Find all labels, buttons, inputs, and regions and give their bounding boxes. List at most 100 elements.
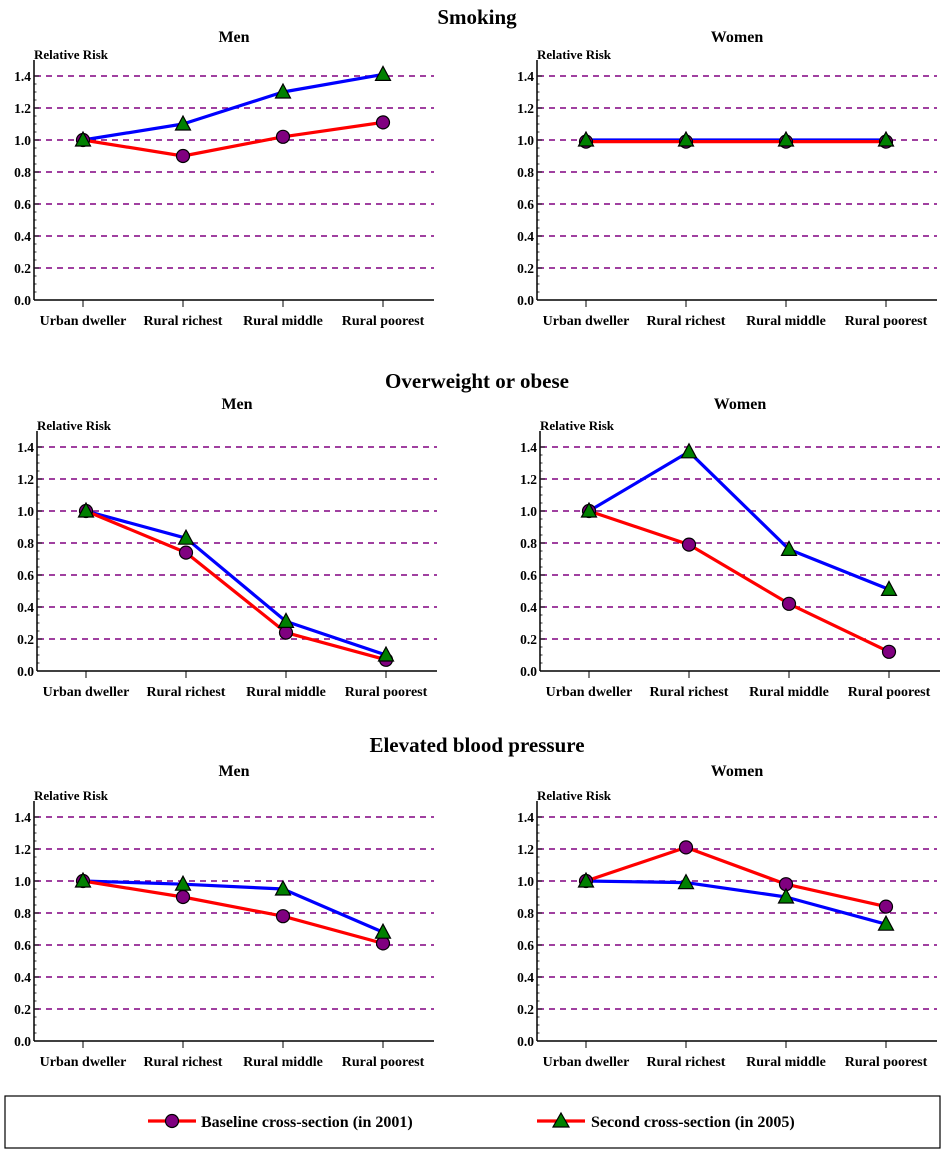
- x-tick-label: Urban dweller: [43, 685, 130, 700]
- y-axis-label: Relative Risk: [34, 47, 109, 62]
- point-baseline: [275, 129, 291, 144]
- point-second: [374, 922, 392, 939]
- y-tick-label: 1.4: [14, 810, 31, 825]
- x-tick-label: Rural richest: [650, 685, 729, 700]
- y-tick-label: 0.4: [14, 970, 31, 985]
- panel-title: Women: [711, 29, 764, 46]
- y-tick-label: 0.6: [17, 568, 34, 583]
- point-baseline: [681, 537, 697, 552]
- series-line-second: [585, 879, 887, 926]
- y-axis-label: Relative Risk: [537, 47, 612, 62]
- point-baseline: [878, 899, 894, 914]
- legend-baseline-marker: [164, 1113, 180, 1129]
- panel-title: Men: [218, 29, 249, 46]
- point-second: [374, 65, 392, 82]
- point-baseline: [275, 909, 291, 924]
- y-tick-label: 0.6: [517, 197, 534, 212]
- point-second: [577, 871, 595, 888]
- panel-overweight-men: Men Relative Risk 0.0 0.2 0.4 0.6 0.8 1.0 1.2 1.4…: [17, 396, 437, 700]
- point-baseline: [175, 148, 191, 164]
- x-tick-label: Rural richest: [144, 314, 223, 329]
- point-second: [677, 130, 695, 147]
- point-second: [777, 887, 795, 904]
- y-axis-label: Relative Risk: [37, 418, 112, 433]
- x-tick-label: Rural poorest: [342, 314, 425, 329]
- point-second: [877, 130, 895, 147]
- panel-title: Men: [218, 763, 249, 780]
- x-tick-label: Rural richest: [647, 1055, 726, 1070]
- series-line-baseline: [85, 509, 387, 662]
- point-baseline: [175, 889, 191, 905]
- x-tick-label: Rural poorest: [845, 1055, 928, 1070]
- y-tick-label: 1.0: [517, 133, 534, 148]
- y-tick-label: 1.2: [520, 472, 537, 487]
- panel-smoking-men: Men Relative Risk 0.0 0.2 0.4 0.6 0.8 1.0 1.2 1.4…: [14, 29, 434, 329]
- x-tick-label: Rural poorest: [845, 314, 928, 329]
- point-baseline: [278, 625, 294, 640]
- y-tick-label: 1.4: [520, 440, 537, 455]
- x-tick-label: Rural middle: [746, 1055, 826, 1070]
- legend-baseline-label: Baseline cross-section (in 2001): [201, 1114, 413, 1131]
- y-tick-label: 0.0: [17, 664, 34, 679]
- y-tick-label: 1.2: [14, 842, 31, 857]
- y-tick-label: 0.2: [517, 261, 534, 276]
- series-line-second: [82, 879, 384, 934]
- legend: Baseline cross-section (in 2001) Second …: [4, 1095, 941, 1149]
- x-tick-label: Urban dweller: [40, 314, 127, 329]
- y-tick-label: 0.4: [17, 600, 34, 615]
- panel-overweight-women: Women Relative Risk 0.0 0.2 0.4 0.6 0.8 1.0 1.2 1…: [520, 396, 940, 700]
- series-line-baseline: [82, 879, 384, 945]
- y-tick-label: 0.0: [517, 293, 534, 308]
- point-second: [777, 130, 795, 147]
- point-second: [274, 82, 292, 99]
- panel-title: Women: [711, 763, 764, 780]
- section-title-overweight: Overweight or obese: [385, 369, 569, 393]
- x-tick-label: Rural middle: [243, 1055, 323, 1070]
- y-tick-label: 1.2: [517, 101, 534, 116]
- point-baseline: [781, 596, 797, 611]
- x-tick-label: Urban dweller: [546, 685, 633, 700]
- y-tick-label: 1.2: [17, 472, 34, 487]
- series-line-second: [85, 509, 387, 657]
- point-second: [780, 540, 798, 557]
- point-second: [577, 130, 595, 147]
- y-tick-label: 1.0: [17, 504, 34, 519]
- panel-blood-pressure-women: Women Relative Risk 0.0 0.2 0.4 0.6 0.8 1.0 1.2 1…: [517, 763, 937, 1070]
- x-tick-label: Rural poorest: [345, 685, 428, 700]
- y-tick-label: 0.0: [517, 1034, 534, 1049]
- y-tick-label: 0.2: [17, 632, 34, 647]
- y-tick-label: 1.4: [17, 440, 34, 455]
- point-second: [77, 501, 95, 518]
- y-tick-label: 0.2: [520, 632, 537, 647]
- panel-smoking-women: Women Relative Risk 0.0 0.2 0.4 0.6 0.8 1.0 1.2 1…: [517, 29, 937, 329]
- point-second: [377, 645, 395, 662]
- x-tick-label: Rural richest: [647, 314, 726, 329]
- y-tick-label: 0.8: [14, 906, 31, 921]
- point-baseline: [178, 545, 194, 560]
- series-line-baseline: [585, 845, 887, 909]
- series-line-baseline: [588, 509, 890, 654]
- point-second: [174, 114, 192, 131]
- series-line-baseline: [82, 120, 384, 158]
- y-tick-label: 0.0: [14, 1034, 31, 1049]
- y-axis-label: Relative Risk: [540, 418, 615, 433]
- point-second: [680, 442, 698, 459]
- y-tick-label: 0.4: [517, 970, 534, 985]
- panel-title: Men: [221, 396, 252, 413]
- y-tick-label: 1.0: [14, 133, 31, 148]
- y-tick-label: 0.6: [517, 938, 534, 953]
- y-tick-label: 1.0: [517, 874, 534, 889]
- y-tick-label: 0.4: [520, 600, 537, 615]
- panel-title: Women: [714, 396, 767, 413]
- panel-blood-pressure-men: Men Relative Risk 0.0 0.2 0.4 0.6 0.8 1.0 1.2 1.4…: [14, 763, 434, 1070]
- legend-box: [4, 1095, 941, 1149]
- y-tick-label: 1.0: [14, 874, 31, 889]
- y-tick-label: 0.8: [17, 536, 34, 551]
- point-second: [877, 914, 895, 931]
- y-tick-label: 1.0: [520, 504, 537, 519]
- y-tick-label: 0.2: [14, 1002, 31, 1017]
- y-tick-label: 0.4: [14, 229, 31, 244]
- point-baseline: [678, 840, 694, 855]
- y-tick-label: 1.2: [517, 842, 534, 857]
